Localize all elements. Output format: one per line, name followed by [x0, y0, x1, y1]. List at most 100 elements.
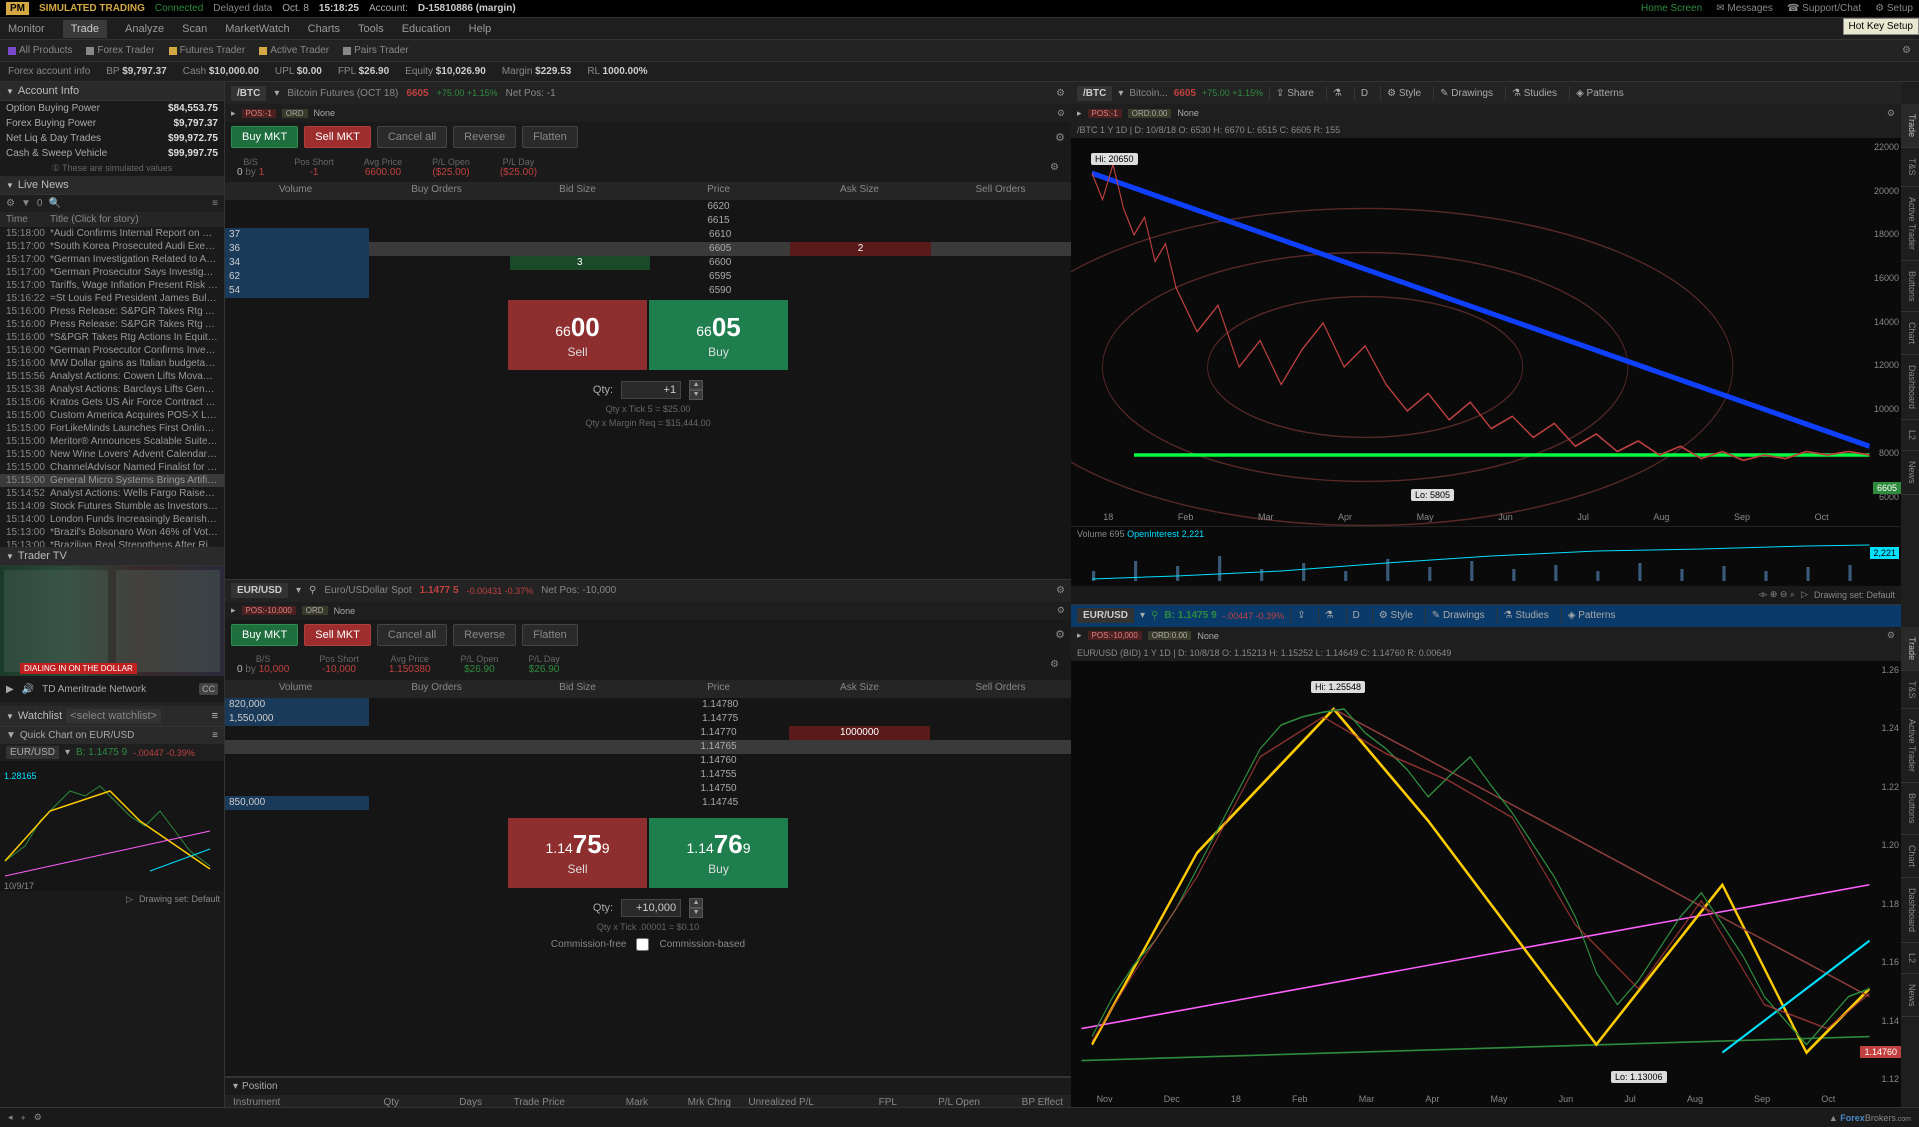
collapse-icon[interactable]: ◂	[8, 1112, 13, 1123]
buy-mkt-button[interactable]: Buy MKT	[231, 126, 298, 148]
dom-row[interactable]: 3666052	[225, 242, 1071, 256]
expand-icon[interactable]: ▾	[233, 1081, 238, 1092]
news-row[interactable]: 15:15:00Meritor® Announces Scalable Suit…	[0, 435, 224, 448]
cc-button[interactable]: CC	[199, 683, 218, 695]
buy-button[interactable]: 1.14769 Buy	[649, 818, 788, 888]
side-tab-dashboard[interactable]: Dashboard	[1901, 355, 1919, 420]
menu-analyze[interactable]: Analyze	[125, 23, 164, 35]
flatten-button[interactable]: Flatten	[522, 126, 578, 148]
qty-down[interactable]: ▼	[689, 390, 703, 400]
dom-row[interactable]: 546590	[225, 284, 1071, 298]
eur-dom[interactable]: 820,0001.147801,550,0001.147751.14770100…	[225, 698, 1071, 1077]
news-row[interactable]: 15:15:38Analyst Actions: Barclays Lifts …	[0, 383, 224, 396]
menu-tools[interactable]: Tools	[358, 23, 384, 35]
tv-video[interactable]	[0, 566, 224, 676]
btc-chart-area[interactable]: Hi: 20650 Lo: 5805 220002000018000160001…	[1071, 138, 1901, 526]
cancel-all-button[interactable]: Cancel all	[377, 624, 447, 646]
submenu-active-trader[interactable]: Active Trader	[259, 45, 329, 56]
sell-mkt-button[interactable]: Sell MKT	[304, 126, 371, 148]
btc-symbol[interactable]: /BTC	[231, 86, 266, 101]
dom-row[interactable]: 626595	[225, 270, 1071, 284]
menu-icon[interactable]: ≡	[212, 710, 218, 722]
qty-up[interactable]: ▲	[689, 898, 703, 908]
news-row[interactable]: 15:14:00London Funds Increasingly Bearis…	[0, 513, 224, 526]
side-tab-chart[interactable]: Chart	[1901, 835, 1919, 878]
cursor-icon[interactable]: ▷	[126, 894, 133, 905]
news-row[interactable]: 15:15:00ChannelAdvisor Named Finalist fo…	[0, 461, 224, 474]
chart-symbol[interactable]: EUR/USD	[1077, 608, 1134, 623]
expand-icon[interactable]: ▸	[1077, 630, 1082, 641]
news-row[interactable]: 15:15:00ForLikeMinds Launches First Onli…	[0, 422, 224, 435]
reverse-button[interactable]: Reverse	[453, 126, 516, 148]
chart-symbol[interactable]: /BTC	[1077, 86, 1112, 101]
gear-icon[interactable]: ⚙	[1057, 108, 1065, 119]
style-button[interactable]: ⚙ Style	[1380, 86, 1427, 101]
add-icon[interactable]: +	[21, 1113, 26, 1123]
gear-icon[interactable]: ⚙	[1050, 659, 1059, 670]
menu-trade[interactable]: Trade	[63, 20, 107, 38]
buy-button[interactable]: 6605 Buy	[649, 300, 788, 370]
gear-icon[interactable]: ⚙	[1050, 162, 1059, 173]
qty-input[interactable]	[621, 381, 681, 399]
news-row[interactable]: 15:14:52Analyst Actions: Wells Fargo Rai…	[0, 487, 224, 500]
tf-button[interactable]: D	[1346, 608, 1366, 623]
studies-button[interactable]: ⚗ Studies	[1505, 86, 1563, 101]
gear-icon[interactable]: ⚙	[34, 1112, 42, 1123]
expand-icon[interactable]: ▸	[1077, 108, 1082, 119]
flask-icon[interactable]: ⚗	[1318, 608, 1340, 623]
submenu-futures-trader[interactable]: Futures Trader	[169, 45, 246, 56]
qc-symbol[interactable]: EUR/USD	[6, 746, 59, 759]
qty-input[interactable]	[621, 899, 681, 917]
quick-chart-header[interactable]: ▼Quick Chart on EUR/USD≡	[0, 727, 224, 744]
sell-button[interactable]: 6600 Sell	[508, 300, 647, 370]
side-tab-trade[interactable]: Trade	[1901, 104, 1919, 148]
patterns-button[interactable]: ◈ Patterns	[1569, 86, 1630, 101]
gear-icon[interactable]: ⚙	[1055, 131, 1065, 144]
dropdown-icon[interactable]: ▾	[274, 88, 279, 99]
news-row[interactable]: 15:17:00Tariffs, Wage Inflation Present …	[0, 279, 224, 292]
cursor-icon[interactable]: ▷	[1801, 589, 1808, 600]
menu-charts[interactable]: Charts	[308, 23, 340, 35]
news-row[interactable]: 15:15:56Analyst Actions: Cowen Lifts Mov…	[0, 370, 224, 383]
side-tab-news[interactable]: News	[1901, 451, 1919, 495]
dom-row[interactable]: 6620	[225, 200, 1071, 214]
news-row[interactable]: 15:13:00*Brazil's Bolsonaro Won 46% of V…	[0, 526, 224, 539]
gear-icon[interactable]: ⚙	[1056, 585, 1065, 596]
dom-row[interactable]: 1.14755	[225, 768, 1071, 782]
comm-toggle[interactable]	[636, 938, 649, 951]
buy-mkt-button[interactable]: Buy MKT	[231, 624, 298, 646]
news-row[interactable]: 15:17:00*German Prosecutor Says Investig…	[0, 266, 224, 279]
side-tab-ts[interactable]: T&S	[1901, 148, 1919, 187]
home-screen-link[interactable]: Home Screen	[1641, 3, 1702, 14]
news-row[interactable]: 15:17:00*South Korea Prosecuted Audi Exe…	[0, 240, 224, 253]
side-tab-dashboard[interactable]: Dashboard	[1901, 878, 1919, 943]
account-number[interactable]: D-15810886 (margin)	[418, 3, 516, 14]
tf-button[interactable]: D	[1354, 86, 1374, 101]
dom-row[interactable]: 1.147701000000	[225, 726, 1071, 740]
volume-icon[interactable]: 🔊	[22, 684, 34, 695]
side-tab-buttons[interactable]: Buttons	[1901, 261, 1919, 313]
menu-marketwatch[interactable]: MarketWatch	[225, 23, 289, 35]
flask-icon[interactable]: ⚗	[1326, 86, 1348, 101]
submenu-forex-trader[interactable]: Forex Trader	[86, 45, 154, 56]
news-row[interactable]: 15:16:00*German Prosecutor Confirms Inve…	[0, 344, 224, 357]
gear-icon[interactable]: ⚙	[1887, 108, 1895, 119]
gear-icon[interactable]: ⚙	[1055, 628, 1065, 641]
share-icon[interactable]: ⇪	[1290, 608, 1311, 623]
dropdown-icon[interactable]: ▾	[1140, 610, 1145, 621]
trader-tv-header[interactable]: ▼Trader TV	[0, 547, 224, 566]
side-tab-activetrader[interactable]: Active Trader	[1901, 187, 1919, 261]
zoom-icons[interactable]: ◃▹ ⊕ ⊖ ⌕	[1758, 589, 1795, 600]
side-tab-ts[interactable]: T&S	[1901, 671, 1919, 710]
setup-link[interactable]: ⚙ Setup	[1875, 3, 1913, 14]
btc-dom[interactable]: 6620661537661036660523436600626595546590…	[225, 200, 1071, 579]
news-row[interactable]: 15:18:00*Audi Confirms Internal Report o…	[0, 227, 224, 240]
menu-scan[interactable]: Scan	[182, 23, 207, 35]
qty-up[interactable]: ▲	[689, 380, 703, 390]
menu-icon[interactable]: ≡	[212, 198, 218, 209]
menu-education[interactable]: Education	[402, 23, 451, 35]
dom-row[interactable]: 1.14765	[225, 740, 1071, 754]
gear-icon[interactable]: ⚙	[1887, 630, 1895, 641]
news-row[interactable]: 15:16:00Press Release: S&PGR Takes Rtg A…	[0, 305, 224, 318]
drawings-button[interactable]: ✎ Drawings	[1433, 86, 1499, 101]
